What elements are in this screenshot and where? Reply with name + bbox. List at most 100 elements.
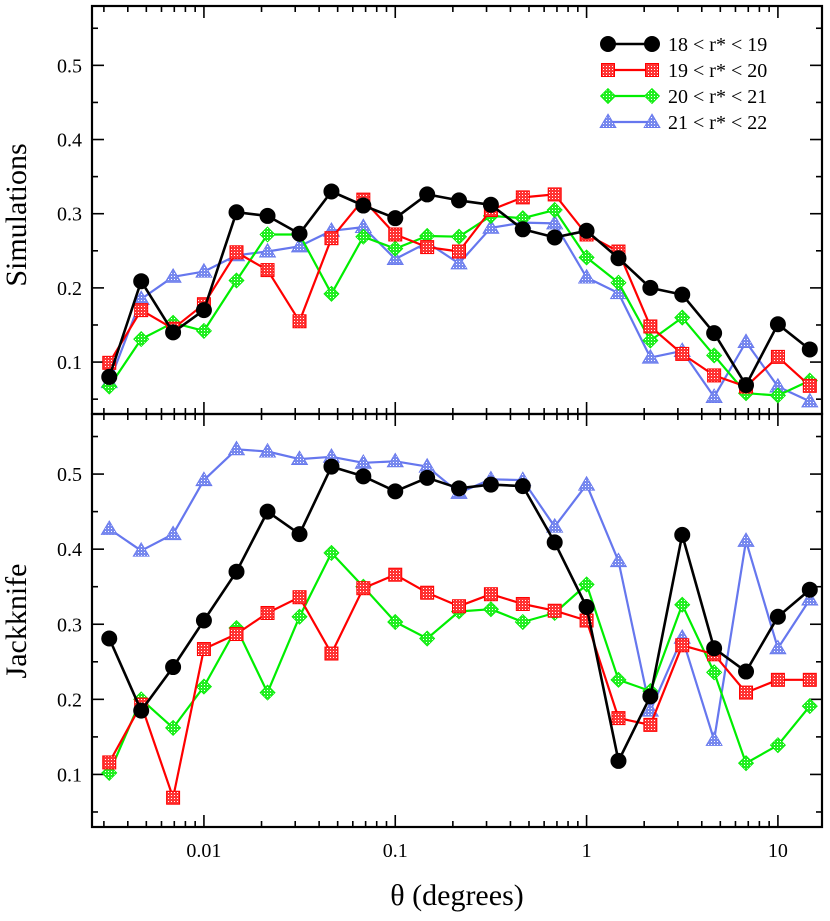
jack-point-19-r-20-3	[196, 642, 211, 657]
sim-point-18-r-19-2	[165, 324, 182, 341]
sim-point-18-r-19-7	[323, 183, 340, 200]
jack-point-21-r-22-22	[801, 590, 819, 606]
jack-point-20-r-21-6	[291, 608, 308, 625]
sim-point-18-r-19-11	[451, 192, 468, 209]
jack-point-21-r-22-0	[100, 520, 118, 535]
sim-point-19-r-20-19	[707, 368, 722, 383]
jack-point-20-r-21-21	[769, 737, 786, 754]
jack-point-21-r-22-16	[609, 552, 628, 568]
sim-point-20-r-21-17	[642, 332, 659, 349]
sim-point-20-r-21-16	[610, 274, 627, 291]
jack-point-20-r-21-18	[674, 596, 691, 613]
sim-y-tick-label: 0.3	[57, 204, 82, 226]
jack-y-tick-label: 0.4	[57, 539, 82, 561]
jack-point-21-r-22-15	[577, 475, 596, 491]
jack-y-tick-label: 0.5	[57, 464, 82, 486]
jack-point-19-r-20-10	[420, 585, 435, 600]
sim-point-21-r-22-14	[545, 214, 564, 230]
jack-point-18-r-19-16	[610, 752, 627, 769]
jack-point-18-r-19-0	[101, 630, 118, 647]
jack-point-20-r-21-12	[482, 601, 499, 618]
sim-point-18-r-19-5	[259, 207, 276, 224]
jack-point-21-r-22-1	[132, 541, 150, 557]
legend-marker-18-r-19	[600, 36, 616, 52]
jack-point-19-r-20-7	[324, 646, 339, 661]
jack-y-tick-label: 0.3	[57, 614, 82, 636]
sim-point-20-r-21-4	[228, 272, 245, 289]
jack-point-20-r-21-15	[578, 576, 595, 593]
jack-point-18-r-19-3	[195, 612, 212, 629]
jack-point-18-r-19-2	[165, 659, 182, 676]
sim-point-21-r-22-6	[290, 237, 309, 253]
sim-point-19-r-20-22	[802, 378, 817, 393]
sim-point-19-r-20-18	[675, 346, 690, 361]
legend-label-21-r-22: 21 < r* < 22	[668, 112, 767, 134]
jack-point-19-r-20-21	[770, 672, 785, 687]
jack-point-18-r-19-22	[801, 581, 818, 598]
jack-point-18-r-19-12	[482, 476, 499, 493]
jack-point-18-r-19-13	[514, 478, 531, 495]
sim-point-21-r-22-19	[705, 388, 723, 403]
legend-label-20-r-21: 20 < r* < 21	[668, 86, 767, 108]
sim-y-tick-label: 0.2	[57, 278, 82, 300]
legend-label-19-r-20: 19 < r* < 20	[668, 60, 767, 82]
x-tick-label: 1	[582, 840, 592, 862]
legend-marker-21-r-22	[599, 113, 617, 128]
jack-point-18-r-19-14	[546, 534, 563, 551]
jack-point-19-r-20-20	[739, 685, 754, 700]
jack-point-18-r-19-20	[738, 663, 755, 680]
jack-point-21-r-22-4	[227, 440, 246, 456]
sim-point-18-r-19-3	[195, 302, 212, 319]
sim-point-18-r-19-13	[514, 221, 531, 238]
sim-point-19-r-20-10	[420, 240, 435, 255]
sim-point-19-r-20-9	[388, 227, 403, 242]
legend-marker-20-r-21	[599, 87, 617, 105]
sim-point-19-r-20-5	[260, 263, 275, 278]
jack-point-19-r-20-2	[166, 790, 181, 805]
legend-marker-19-r-20	[645, 63, 659, 77]
sim-point-19-r-20-21	[770, 349, 785, 364]
sim-point-19-r-20-11	[452, 244, 467, 259]
y-axis-title-jackknife: Jackknife	[0, 564, 33, 679]
jack-point-18-r-19-8	[355, 468, 372, 485]
sim-point-20-r-21-21	[769, 387, 786, 404]
sim-point-19-r-20-17	[643, 319, 658, 334]
jack-point-20-r-21-19	[706, 664, 723, 681]
legend-entry-20-r-21: 20 < r* < 21	[599, 86, 767, 108]
jack-point-18-r-19-1	[133, 702, 150, 719]
sim-point-20-r-21-9	[387, 240, 404, 257]
sim-point-21-r-22-15	[577, 268, 596, 284]
jack-point-20-r-21-9	[387, 613, 404, 631]
sim-point-19-r-20-1	[134, 303, 149, 318]
jack-y-tick-label: 0.1	[57, 764, 82, 786]
jack-series-18-r-19	[101, 458, 818, 769]
sim-point-19-r-20-7	[324, 231, 339, 246]
jack-point-18-r-19-17	[642, 688, 659, 705]
jack-point-21-r-22-14	[545, 517, 564, 533]
legend-label-18-r-19: 18 < r* < 19	[668, 34, 767, 56]
sim-point-20-r-21-3	[195, 322, 212, 339]
jack-point-19-r-20-16	[611, 711, 626, 726]
jack-line-20-r-21	[108, 551, 811, 774]
jack-point-20-r-21-5	[259, 684, 276, 701]
sim-point-20-r-21-11	[450, 228, 468, 245]
jack-point-20-r-21-13	[514, 613, 531, 631]
y-axis-title-simulations: Simulations	[0, 143, 33, 286]
jack-point-21-r-22-19	[705, 731, 723, 746]
legend-entry-18-r-19: 18 < r* < 19	[600, 34, 767, 56]
jack-y-tick-label: 0.2	[57, 689, 82, 711]
sim-point-18-r-19-17	[642, 279, 659, 296]
legend-marker-18-r-19	[644, 36, 660, 52]
x-tick-label: 10	[768, 840, 788, 862]
jack-point-19-r-20-5	[260, 605, 275, 620]
jack-point-18-r-19-11	[451, 480, 468, 497]
jack-point-19-r-20-12	[483, 587, 498, 602]
simulations-panel: 0.1 0.2 0.3 0.4 0.5	[57, 4, 824, 416]
jackknife-panel: 0.1 0.2 0.3 0.4 0.5 0.01 0.1 1 10	[57, 412, 824, 862]
jack-point-18-r-19-4	[228, 563, 245, 580]
legend-entry-21-r-22: 21 < r* < 22	[599, 112, 767, 134]
jack-point-20-r-21-7	[323, 544, 340, 561]
sim-point-18-r-19-9	[387, 210, 404, 227]
jack-point-19-r-20-6	[292, 590, 307, 605]
sim-point-21-r-22-5	[258, 242, 277, 258]
